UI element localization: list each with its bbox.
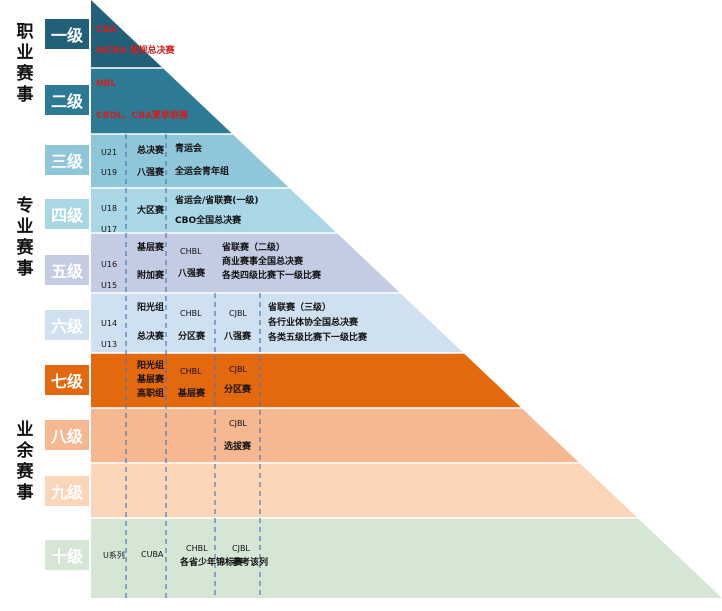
cell-l5-grassroots: 基层赛 (137, 243, 165, 253)
level-band-10 (91, 518, 722, 598)
cell-l10-cjbl: CJBL (232, 544, 250, 553)
cell-l6-finals: 总决赛 (137, 332, 165, 342)
cell-provincial-league-3: 省联赛（三级） (268, 303, 332, 313)
cell-l7-sunshine: 阳光组 (137, 361, 165, 371)
category-professional-sport: 专业赛事 (16, 196, 34, 279)
level-band-6 (91, 293, 464, 353)
cell-l6-cjbl: CJBL (229, 309, 247, 318)
level-band-5 (91, 233, 401, 293)
cell-l3-top8: 八强赛 (137, 168, 165, 178)
cell-l6-division: 分区赛 (178, 332, 206, 342)
category-professional-league: 职业赛事 (16, 22, 34, 105)
cell-l5-top8: 八强赛 (178, 269, 206, 279)
cell-cbdl: CBDL、CBA夏季联赛 (96, 111, 189, 121)
level-band-2 (91, 68, 233, 134)
level-label-9: 九级 (45, 476, 89, 506)
cell-l7-grassroots: 基层赛 (137, 375, 165, 385)
cell-u13: U13 (101, 340, 118, 349)
cell-industry-finals: 各行业体协全国总决赛 (268, 318, 359, 328)
level-label-6: 六级 (45, 310, 89, 340)
cell-l6-chbl: CHBL (180, 309, 202, 318)
level-label-2: 二级 (45, 85, 89, 115)
cell-l7-vocational: 高职组 (137, 389, 165, 399)
cell-see-column: 参考该列 (232, 558, 269, 568)
cell-u14: U14 (101, 319, 118, 328)
cell-l6-sunshine: 阳光组 (137, 303, 165, 313)
cell-l6-top8: 八强赛 (224, 332, 252, 342)
cell-l8-cjbl: CJBL (229, 419, 247, 428)
cell-provincial-league-1: 省运会/省联赛(一级) (175, 196, 259, 206)
cell-u19: U19 (101, 168, 118, 177)
level-band-4 (91, 188, 337, 233)
cell-u18: U18 (101, 204, 118, 213)
cell-l7-cjbl: CJBL (229, 365, 247, 374)
level-label-5: 五级 (45, 255, 89, 285)
cell-u21: U21 (101, 148, 118, 157)
cell-l7-chbl: CHBL (180, 367, 202, 376)
level-label-8: 八级 (45, 420, 89, 450)
cell-u-series: U系列 (103, 551, 125, 560)
cell-l5-playoff: 附加赛 (137, 271, 165, 281)
category-amateur: 业余赛事 (16, 420, 34, 503)
level-band-7 (91, 353, 522, 408)
cell-u15: U15 (101, 281, 118, 290)
cell-u16: U16 (101, 260, 118, 269)
cell-l3-finals: 总决赛 (137, 146, 165, 156)
cell-commercial-finals: 商业赛事全国总决赛 (222, 257, 304, 267)
cell-provincial-league-2: 省联赛（二级） (222, 243, 286, 253)
cell-cbo-finals: CBO全国总决赛 (175, 216, 242, 226)
cell-l4-sub-events: 各类四级比赛下一级比赛 (222, 271, 322, 281)
column-dividers (125, 134, 261, 598)
level-label-4: 四级 (45, 199, 89, 229)
cell-wcba: WCBA 常规总决赛 (96, 46, 175, 56)
cell-l10-chbl: CHBL (186, 544, 208, 553)
cell-l5-sub-events: 各类五级比赛下一级比赛 (268, 333, 368, 343)
cell-nbl: NBL (96, 79, 117, 89)
level-label-7: 七级 (45, 365, 89, 395)
cell-regional: 大区赛 (137, 206, 165, 216)
level-band-9 (91, 463, 638, 518)
cell-l5-chbl: CHBL (180, 247, 202, 256)
cell-youth-games: 青运会 (175, 144, 203, 154)
cell-provincial-youth-championship: 各省少年锦标赛 (180, 558, 244, 568)
level-band-1 (91, 0, 163, 68)
cell-national-games-youth: 全运会青年组 (175, 167, 230, 177)
cell-cuba: CUBA (141, 550, 164, 559)
cell-u17: U17 (101, 225, 118, 234)
level-label-10: 十级 (45, 540, 89, 570)
cell-l7-division: 分区赛 (224, 385, 252, 395)
level-label-3: 三级 (45, 145, 89, 175)
level-band-3 (91, 134, 290, 188)
level-bands (91, 0, 722, 598)
level-band-8 (91, 408, 580, 463)
level-label-1: 一级 (45, 19, 89, 49)
cell-l7-grassroots-2: 基层赛 (178, 389, 206, 399)
cell-l8-selection: 选拔赛 (224, 442, 252, 452)
cell-cba: CBA (96, 25, 117, 35)
